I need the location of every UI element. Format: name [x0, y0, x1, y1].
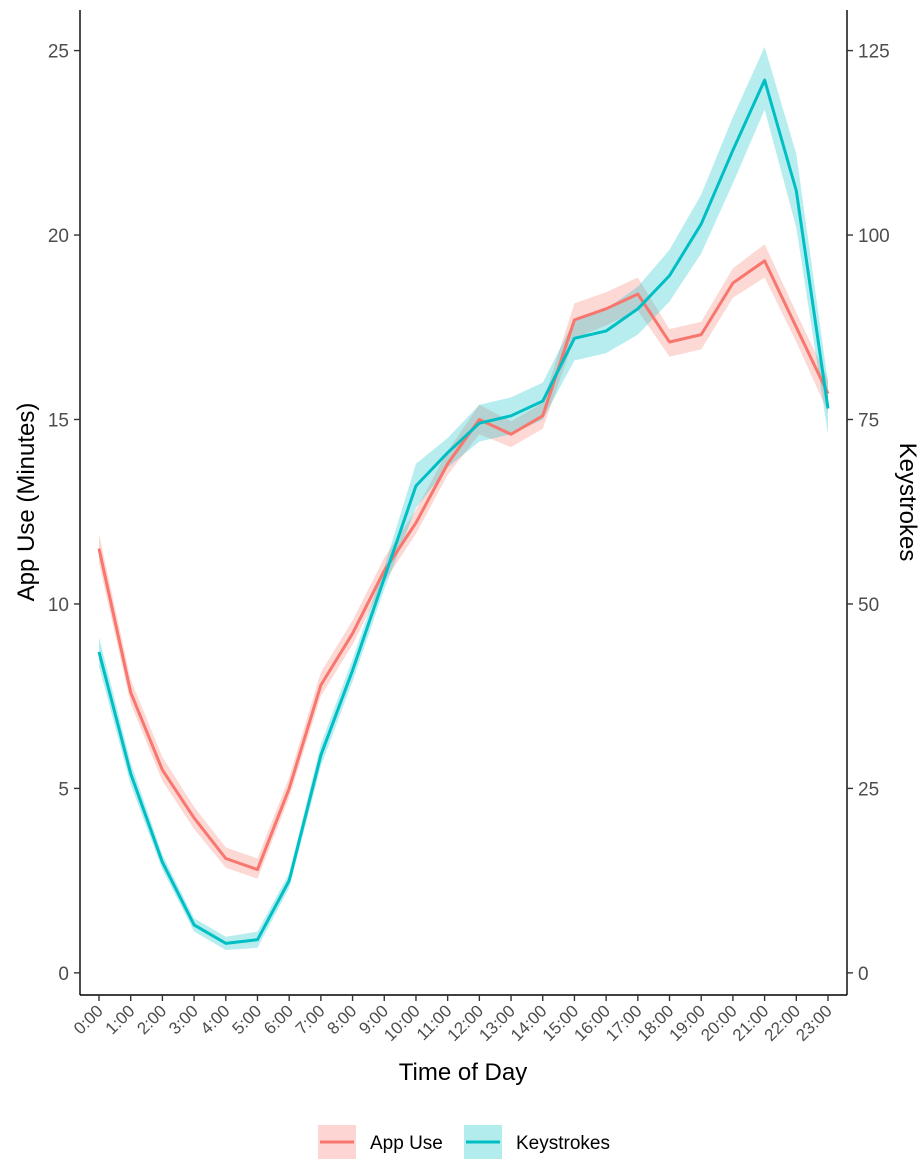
y-axis-title: App Use (Minutes) [13, 403, 40, 602]
legend: App Use Keystrokes [318, 1125, 610, 1159]
left-tick-label: 0 [58, 964, 69, 985]
axes [79, 10, 848, 996]
right-tick-label: 75 [858, 410, 879, 431]
line-keystrokes [97, 78, 830, 945]
left-tick-label: 15 [48, 410, 69, 431]
right-tick-label: 0 [858, 964, 869, 985]
legend-label-app-use: App Use [370, 1133, 443, 1154]
right-tick-label: 50 [858, 595, 879, 616]
left-tick-label: 10 [48, 595, 69, 616]
line-app-use [97, 259, 830, 872]
y2-axis-title: Keystrokes [894, 443, 920, 562]
right-tick-label: 25 [858, 779, 879, 800]
right-tick-label: 100 [858, 226, 890, 247]
legend-item-keystrokes: Keystrokes [464, 1125, 610, 1159]
left-tick-label: 5 [58, 779, 69, 800]
left-tick-label: 20 [48, 226, 69, 247]
legend-label-keystrokes: Keystrokes [516, 1133, 610, 1154]
x-axis-title: Time of Day [399, 1059, 527, 1086]
left-axis-ticks: 0 5 10 15 20 25 [48, 42, 80, 985]
series-lines [97, 78, 830, 945]
left-tick-label: 25 [48, 42, 69, 63]
legend-item-app-use: App Use [318, 1125, 443, 1159]
right-tick-label: 125 [858, 42, 890, 63]
right-axis-ticks: 0 25 50 75 100 125 [847, 42, 890, 985]
